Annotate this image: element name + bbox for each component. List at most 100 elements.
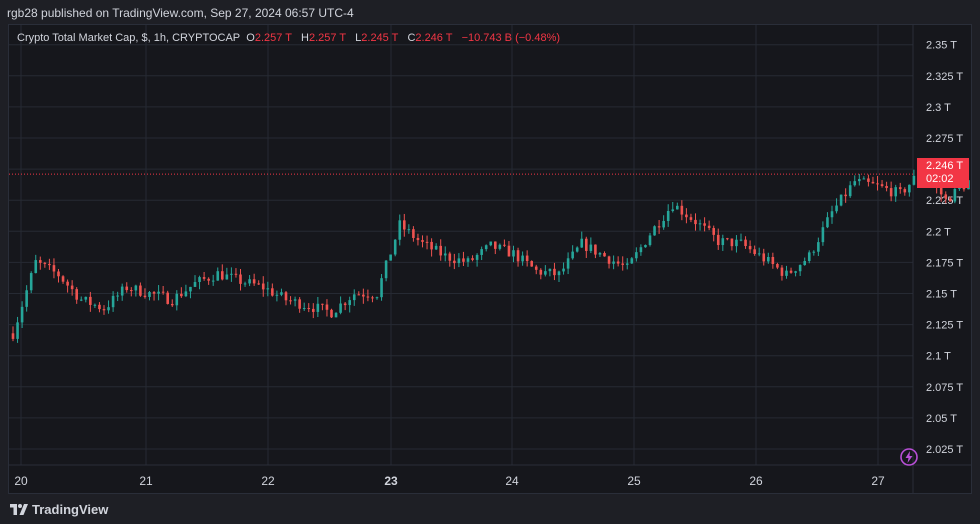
candle-body	[334, 312, 338, 318]
candle-body	[534, 266, 538, 270]
candle-body	[457, 258, 461, 264]
candle-body	[612, 261, 615, 264]
candle-body	[161, 291, 165, 293]
candle-body	[307, 308, 311, 310]
x-tick-label: 22	[261, 474, 275, 488]
candle-body	[43, 262, 47, 264]
candle-body	[175, 293, 179, 306]
candle-body	[352, 294, 356, 301]
lightning-icon[interactable]	[899, 447, 919, 467]
candle-body	[170, 303, 174, 306]
candle-body	[507, 245, 511, 257]
last-price-tag: 2.246 T 02:02	[917, 158, 969, 188]
candle-body	[357, 294, 361, 296]
candle-body	[25, 290, 28, 307]
candle-body	[234, 273, 238, 275]
candle-body	[912, 175, 916, 185]
candle-body	[516, 250, 520, 262]
publisher-text: rgb28 published on TradingView.com, Sep …	[7, 6, 354, 20]
last-price-value: 2.246 T	[926, 160, 964, 172]
candle-body	[79, 299, 83, 301]
candle-body	[767, 256, 770, 262]
candle-body	[539, 269, 543, 275]
y-tick-label: 2.1 T	[926, 351, 951, 363]
y-tick-label: 2.075 T	[926, 382, 963, 394]
candle-body	[489, 241, 493, 246]
candle-body	[66, 281, 69, 286]
candle-body	[944, 194, 948, 199]
candle-body	[735, 239, 738, 247]
symbol-name: Crypto Total Market Cap, $, 1h, CRYPTOCA…	[17, 32, 241, 44]
candle-body	[962, 187, 966, 190]
candle-body	[639, 247, 643, 253]
candle-body	[662, 220, 665, 228]
candle-body	[785, 270, 788, 276]
candle-body	[29, 273, 33, 291]
bar-countdown: 02:02	[926, 173, 954, 185]
candle-body	[248, 279, 251, 284]
candle-body	[366, 296, 370, 298]
candle-body	[398, 220, 402, 240]
candle-body	[689, 217, 693, 220]
candle-body	[275, 294, 279, 296]
candle-body	[621, 263, 624, 265]
candle-body	[193, 282, 197, 287]
candle-body	[321, 303, 324, 305]
candle-body	[585, 238, 588, 251]
candle-body	[580, 238, 584, 248]
candle-body	[430, 241, 433, 250]
x-tick-label: 26	[749, 474, 763, 488]
candle-body	[348, 300, 351, 306]
candle-body	[102, 309, 106, 311]
candle-body	[330, 309, 333, 318]
candle-body	[148, 292, 151, 297]
candle-body	[680, 205, 684, 215]
candle-body	[494, 241, 497, 249]
candle-body	[52, 265, 56, 272]
candle-body	[503, 244, 506, 246]
candle-body	[835, 205, 838, 212]
candle-body	[885, 185, 888, 189]
y-tick-label: 2.3 T	[926, 102, 951, 114]
candle-body	[880, 184, 884, 186]
candle-body	[594, 244, 597, 255]
chart-area[interactable]: 20 21 22 23 24 25 26 27 2.025 T 2.05 T 2.075 T 2.1 …	[8, 24, 972, 494]
candle-body	[75, 289, 78, 300]
candlestick-chart[interactable]: 20 21 22 23 24 25 26 27 2.025 T 2.05 T 2.075 T 2.1 …	[9, 25, 972, 494]
candle-body	[407, 229, 411, 231]
candle-body	[130, 290, 133, 292]
candle-body	[871, 181, 875, 184]
candle-body	[958, 187, 961, 189]
candle-body	[603, 253, 606, 257]
candle-body	[525, 255, 529, 262]
candle-body	[844, 194, 847, 197]
candle-body	[807, 252, 811, 261]
candle-body	[11, 333, 15, 339]
candle-body	[889, 188, 893, 197]
candle-body	[498, 244, 502, 249]
candle-body	[84, 296, 88, 300]
close-label: C	[407, 32, 416, 44]
candle-body	[826, 217, 829, 228]
candle-body	[98, 304, 101, 310]
candle-body	[853, 181, 857, 186]
candle-body	[252, 279, 256, 284]
candle-body	[312, 308, 315, 312]
low-label: L	[355, 32, 362, 44]
candle-body	[152, 292, 156, 294]
candle-body	[280, 292, 283, 295]
candle-body	[575, 247, 579, 252]
candle-body	[553, 268, 556, 276]
candle-body	[293, 299, 297, 301]
candle-body	[225, 274, 229, 280]
candle-body	[712, 228, 715, 235]
candle-body	[462, 258, 465, 262]
candle-body	[730, 238, 734, 247]
candle-body	[134, 285, 138, 291]
candle-body	[425, 241, 429, 243]
candle-body	[439, 245, 442, 256]
candle-body	[821, 227, 825, 243]
symbol-legend: Crypto Total Market Cap, $, 1h, CRYPTOCA…	[17, 32, 566, 44]
candle-body	[421, 240, 424, 242]
tradingview-logo[interactable]: TradingView	[10, 502, 108, 517]
